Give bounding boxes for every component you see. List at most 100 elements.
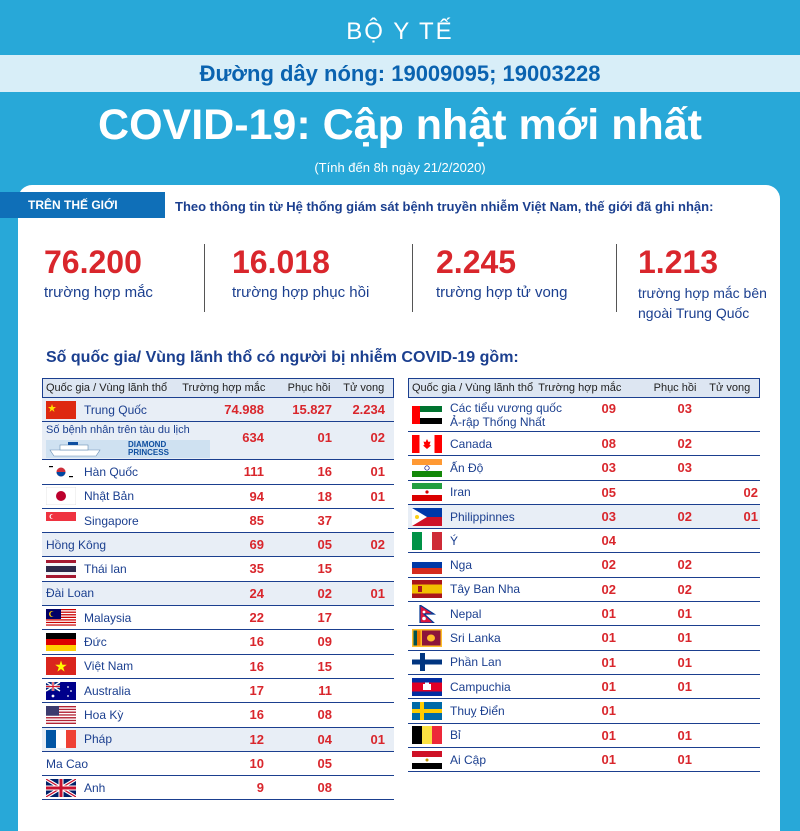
table-row: Anh 9 08: [42, 776, 394, 801]
country-name: Australia: [84, 683, 131, 698]
recovered-value: 02: [677, 557, 692, 573]
fi-flag-icon: [412, 653, 442, 672]
cases-value: 74.988: [224, 402, 264, 417]
recovered-value: 01: [677, 654, 692, 670]
divider: [204, 244, 205, 312]
col-recovered: Phục hồi: [287, 382, 331, 394]
countries-table-left: Quốc gia / Vùng lãnh thổ Trường hợp mắc …: [42, 378, 394, 801]
table-row: Ấn Độ 03 03: [408, 456, 760, 481]
country-name: Nga: [450, 558, 473, 573]
table-row: Singapore 85 37: [42, 509, 394, 534]
col-country: Quốc gia / Vùng lãnh thổ: [412, 382, 534, 394]
country-name: Đài Loan: [46, 586, 95, 601]
recovered-value: 01: [677, 751, 692, 767]
recovered-value: 15: [317, 561, 332, 577]
country-name: Singapore: [84, 513, 139, 528]
cases-value: 9: [256, 780, 264, 796]
table-row: Malaysia 22 17: [42, 606, 394, 631]
cases-value: 111: [243, 464, 264, 480]
table-row: Hoa Kỳ 16 08: [42, 703, 394, 728]
table-row: Ma Cao 10 05: [42, 752, 394, 777]
table-row: Phần Lan 01 01: [408, 651, 760, 675]
country-name: Trung Quốc: [84, 402, 147, 417]
cases-value: 94: [249, 488, 264, 504]
au-flag-icon: [45, 680, 76, 700]
table-header: Quốc gia / Vùng lãnh thổ Trường hợp mắc …: [42, 378, 394, 398]
cases-value: 02: [601, 557, 616, 573]
stat-outside-china: 1.213 trường hợp mắc bên ngoài Trung Quố…: [638, 244, 767, 323]
country-name: Các tiểu vương quốc: [450, 400, 562, 415]
se-flag-icon: [412, 701, 442, 720]
cn-flag-icon: [46, 400, 76, 419]
hotline-banner: Đường dây nóng: 19009095; 19003228: [0, 55, 800, 92]
kr-flag-icon: [46, 462, 76, 481]
table-row: Australia 17 11: [42, 679, 394, 704]
in-flag-icon: [412, 458, 442, 478]
kh-flag-icon: [412, 677, 442, 696]
cases-value: 08: [601, 436, 616, 451]
recovered-value: 01: [677, 630, 692, 646]
de-flag-icon: [46, 633, 76, 652]
recovered-value: 02: [317, 585, 332, 601]
cases-value: 01: [601, 606, 616, 622]
recovered-value: 02: [677, 436, 692, 451]
recovered-value: 02: [677, 581, 692, 597]
cases-value: 03: [601, 508, 616, 524]
cases-value: 01: [601, 703, 616, 719]
jp-flag-icon: [45, 486, 77, 506]
country-name: Số bệnh nhân trên tàu du lịch: [46, 424, 190, 437]
table-row: Nhật Bản 94 18 01: [42, 485, 394, 509]
cases-value: 01: [601, 751, 616, 767]
recovered-value: 02: [677, 508, 692, 524]
ca-flag-icon: [412, 434, 443, 453]
recovered-value: 01: [677, 606, 692, 622]
table-row: Nga 02 02: [408, 553, 760, 578]
table-row: Iran 05 02: [408, 481, 760, 505]
deaths-value: 01: [370, 464, 385, 480]
cruise-ship-image: [46, 440, 210, 461]
ministry-name: BỘ Y TẾ: [346, 18, 454, 45]
recovered-value: 15.827: [292, 402, 332, 417]
stat-label: trường hợp mắc: [44, 284, 153, 301]
es-flag-icon: [412, 580, 442, 599]
country-name: Phần Lan: [450, 655, 502, 670]
country-name: Nhật Bản: [84, 489, 135, 504]
country-name: Thái lan: [84, 562, 127, 577]
table-row: Các tiểu vương quốc Ả-rập Thống Nhất 09 03: [408, 398, 760, 432]
stat-label: trường hợp tử vong: [436, 284, 568, 301]
country-name: Tây Ban Nha: [450, 582, 521, 597]
vn-flag-icon: [46, 657, 76, 676]
stat-total-cases: 76.200 trường hợp mắc: [44, 244, 153, 303]
recovered-value: 08: [317, 707, 332, 723]
cases-value: 03: [601, 460, 616, 476]
table-row: Philippinnes 03 02 01: [408, 504, 760, 530]
cases-value: 02: [601, 581, 616, 597]
table-row: Đức 16 09: [42, 630, 394, 655]
cases-value: 09: [601, 401, 616, 416]
table-row: Số bệnh nhân trên tàu du lịch DIAMOND PRI…: [42, 422, 394, 461]
ph-flag-icon: [412, 507, 442, 526]
country-name: Hàn Quốc: [84, 464, 139, 479]
table-row: Trung Quốc 74.988 15.827 2.234: [42, 398, 394, 423]
recovered-value: 05: [317, 755, 332, 771]
country-name: Ý: [450, 533, 459, 548]
cases-value: 24: [249, 585, 264, 601]
table-row: Ý 04: [408, 529, 760, 554]
recovered-value: 15: [317, 658, 332, 674]
country-name: Ai Cập: [450, 752, 487, 767]
country-name: Sri Lanka: [450, 631, 501, 646]
table-row: Ai Cập 01 01: [408, 748, 760, 773]
recovered-value: 05: [317, 537, 332, 553]
deaths-value: 01: [370, 731, 385, 747]
table-row: Canada 08 02: [408, 432, 760, 457]
stat-value: 2.245: [436, 244, 517, 280]
cases-value: 634: [242, 430, 264, 446]
recovered-value: 17: [317, 610, 332, 626]
countries-table-right: Quốc gia / Vùng lãnh thổ Trường hợp mắc …: [408, 378, 760, 773]
table-row: Đài Loan 24 02 01: [42, 581, 394, 607]
country-name: Philippinnes: [450, 509, 515, 524]
recovered-value: 01: [677, 678, 692, 694]
stat-value: 16.018: [232, 244, 330, 280]
country-name: Hồng Kông: [46, 537, 107, 552]
table-row: Thái lan 35 15: [42, 557, 394, 582]
